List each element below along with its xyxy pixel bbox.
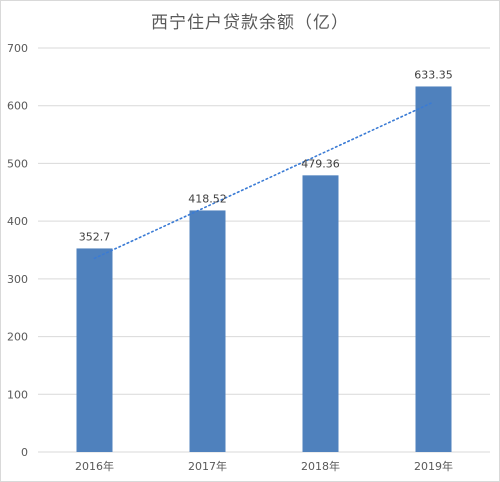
- labels: 0 100 200 300 400 500 600 700 352.7 2016年 418.52 20…: [7, 42, 453, 473]
- bar-2019年: [415, 86, 452, 453]
- y-tick-label: 600: [7, 100, 28, 113]
- x-tick-label: 2017年: [188, 459, 227, 473]
- y-tick-label: 400: [7, 215, 28, 228]
- data-label: 352.7: [79, 230, 111, 243]
- x-tick-label: 2019年: [414, 459, 453, 473]
- gridlines: [38, 47, 490, 453]
- y-tick-label: 100: [7, 388, 28, 401]
- bar-2018年: [302, 175, 339, 452]
- y-tick-label: 700: [7, 42, 28, 55]
- x-tick-label: 2018年: [301, 459, 340, 473]
- y-tick-label: 300: [7, 273, 28, 286]
- data-label: 418.52: [188, 192, 227, 205]
- bar-2017年: [189, 210, 226, 452]
- bars: [76, 86, 452, 453]
- trendline: [93, 101, 435, 260]
- chart-title: 西宁住户贷款余额（亿）: [151, 13, 349, 33]
- data-label: 633.35: [414, 68, 453, 81]
- y-tick-label: 0: [21, 446, 28, 459]
- y-tick-label: 500: [7, 157, 28, 170]
- trendline-group: [93, 101, 435, 260]
- y-tick-label: 200: [7, 331, 28, 344]
- bar-2016年: [76, 248, 113, 452]
- x-tick-label: 2016年: [75, 459, 114, 473]
- data-label: 479.36: [301, 157, 340, 170]
